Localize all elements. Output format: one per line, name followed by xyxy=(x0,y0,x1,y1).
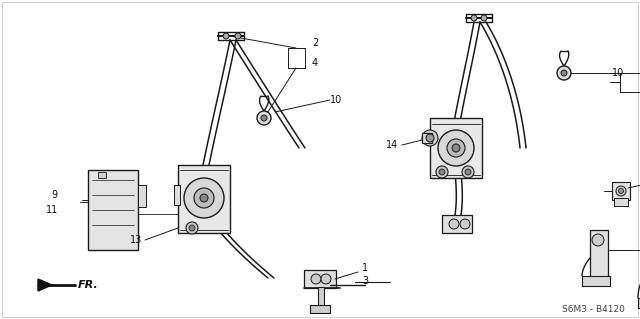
Polygon shape xyxy=(38,279,52,291)
Circle shape xyxy=(436,166,448,178)
Circle shape xyxy=(422,130,438,146)
Bar xyxy=(310,305,330,313)
Text: 10: 10 xyxy=(330,95,342,105)
Bar xyxy=(318,287,324,307)
Bar xyxy=(430,118,482,178)
Circle shape xyxy=(235,33,241,39)
Circle shape xyxy=(592,234,604,246)
Circle shape xyxy=(452,144,460,152)
Bar xyxy=(98,172,106,178)
Circle shape xyxy=(462,166,474,178)
Circle shape xyxy=(261,115,267,121)
Bar xyxy=(614,198,628,206)
Text: 3: 3 xyxy=(362,276,368,286)
Bar xyxy=(638,298,640,308)
Text: 4: 4 xyxy=(312,58,318,68)
Circle shape xyxy=(465,169,471,175)
Bar xyxy=(590,230,608,280)
Bar xyxy=(88,170,138,250)
Circle shape xyxy=(184,178,224,218)
Text: FR.: FR. xyxy=(78,280,99,290)
Circle shape xyxy=(257,111,271,125)
Circle shape xyxy=(481,15,487,21)
Bar xyxy=(304,270,336,288)
Circle shape xyxy=(618,189,623,194)
Text: 14: 14 xyxy=(386,140,398,150)
Bar xyxy=(612,182,630,200)
Text: 1: 1 xyxy=(362,263,368,273)
Circle shape xyxy=(194,188,214,208)
Circle shape xyxy=(460,219,470,229)
Bar xyxy=(442,215,472,233)
Circle shape xyxy=(557,66,571,80)
Bar xyxy=(422,133,432,143)
Text: 11: 11 xyxy=(45,205,58,215)
Text: 9: 9 xyxy=(52,190,58,200)
Circle shape xyxy=(200,194,208,202)
Bar xyxy=(174,185,180,205)
Circle shape xyxy=(439,169,445,175)
Bar xyxy=(582,276,610,286)
Circle shape xyxy=(471,15,477,21)
Circle shape xyxy=(426,134,434,142)
Bar xyxy=(178,165,230,233)
Circle shape xyxy=(561,70,567,76)
Circle shape xyxy=(321,274,331,284)
Circle shape xyxy=(189,225,195,231)
Circle shape xyxy=(186,222,198,234)
Text: 13: 13 xyxy=(130,235,142,245)
Circle shape xyxy=(438,130,474,166)
Circle shape xyxy=(311,274,321,284)
Circle shape xyxy=(223,33,229,39)
Text: 2: 2 xyxy=(312,38,318,48)
Bar xyxy=(138,185,146,207)
Circle shape xyxy=(616,186,626,196)
Circle shape xyxy=(447,139,465,157)
Text: S6M3 - B4120: S6M3 - B4120 xyxy=(562,306,625,315)
Text: 10: 10 xyxy=(612,68,624,78)
Circle shape xyxy=(449,219,459,229)
